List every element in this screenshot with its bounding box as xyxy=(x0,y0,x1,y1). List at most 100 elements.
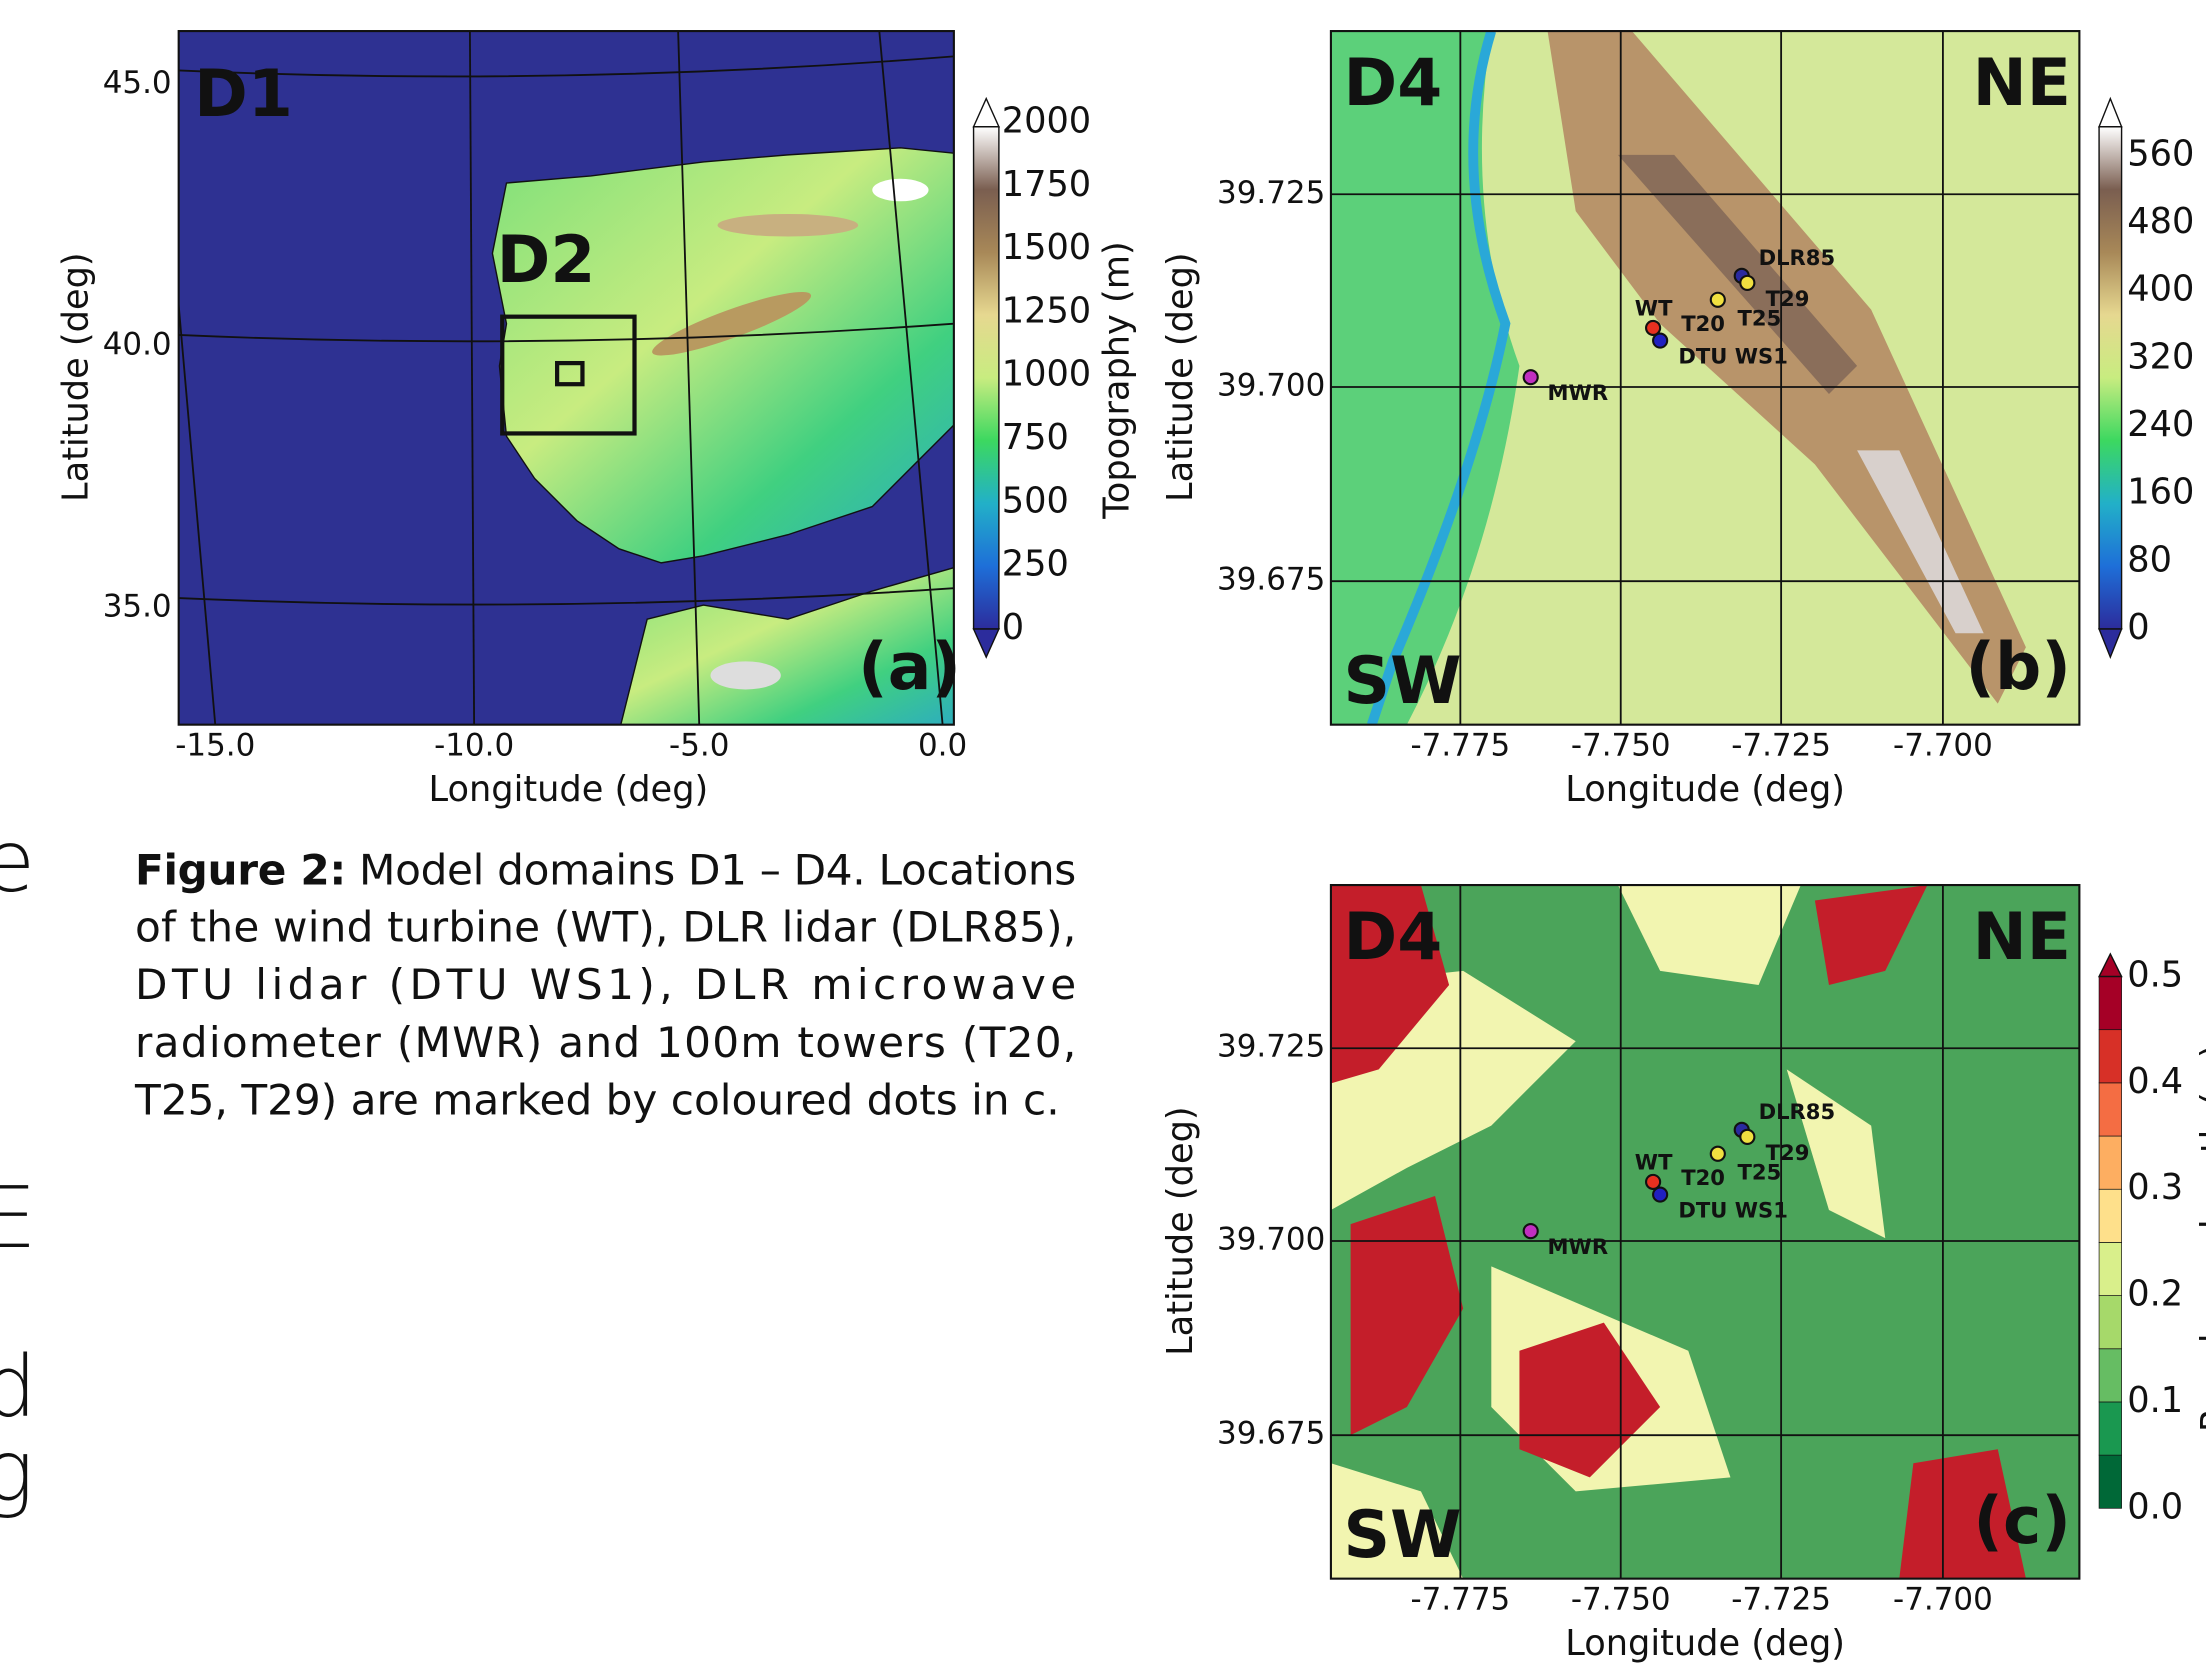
station-label: T25 xyxy=(1738,305,1782,330)
station-label: MWR xyxy=(1548,380,1609,405)
colorbar-b xyxy=(2099,99,2122,658)
caption-line: radiometer (MWR) and 100m towers (T20, xyxy=(135,1018,1076,1067)
caption-line: T25, T29) are marked by coloured dots in… xyxy=(134,1076,1060,1125)
colorbar-tick-label: 500 xyxy=(1002,480,1069,521)
y-tick-label: 39.725 xyxy=(1217,175,1325,211)
margin-fragment: g xyxy=(0,1422,34,1520)
domain-label: D2 xyxy=(497,223,596,298)
colorbar-tick-label: 250 xyxy=(1002,544,1069,585)
y-tick-label: 35.0 xyxy=(103,588,172,624)
x-tick-label: -15.0 xyxy=(175,728,255,764)
colorbar-tick-label: 2000 xyxy=(1002,101,1091,142)
station-label: WT xyxy=(1635,1150,1673,1175)
station-label: DTU WS1 xyxy=(1678,343,1788,368)
caption-text: Model domains D1 – D4. Locations xyxy=(346,845,1076,894)
station-label: DTU WS1 xyxy=(1678,1197,1788,1222)
x-tick-label: 0.0 xyxy=(918,728,967,764)
y-axis-label: Latitude (deg) xyxy=(1160,252,1201,502)
colorbar-c xyxy=(2099,954,2122,1508)
station-label: T20 xyxy=(1681,311,1725,336)
x-tick-label: -7.700 xyxy=(1893,728,1993,764)
x-tick-label: -10.0 xyxy=(434,728,514,764)
colorbar-tick-label: 0 xyxy=(1002,607,1024,648)
colorbar-tick-label: 80 xyxy=(2127,539,2172,580)
colorbar-tick-label: 0.0 xyxy=(2127,1486,2183,1527)
y-tick-label: 39.700 xyxy=(1217,1221,1325,1257)
colorbar-segment xyxy=(2099,1455,2122,1508)
colorbar-tick-label: 0.3 xyxy=(2127,1167,2183,1208)
margin-fragment: e xyxy=(0,813,35,911)
corner-label: SW xyxy=(1344,644,1462,719)
colorbar-label: Roughness length (m) xyxy=(2194,1044,2206,1432)
station-dot xyxy=(1711,293,1725,307)
colorbar-tick-label: 0 xyxy=(2127,607,2149,648)
y-tick-label: 39.675 xyxy=(1217,1416,1325,1452)
colorbar-tick-label: 320 xyxy=(2127,336,2194,377)
domain-label: D4 xyxy=(1344,46,1443,121)
colorbar-tick-label: 0.1 xyxy=(2127,1380,2183,1421)
colorbar-segment xyxy=(2099,1189,2122,1242)
x-tick-label: -7.700 xyxy=(1893,1582,1993,1618)
domain-label: D4 xyxy=(1344,900,1443,975)
colorbar-tick-label: 240 xyxy=(2127,404,2194,445)
colorbar-tick-label: 0.4 xyxy=(2127,1061,2183,1102)
colorbar-segment xyxy=(2099,1242,2122,1295)
panel-label: (b) xyxy=(1965,630,2070,705)
colorbar-tick-label: 1250 xyxy=(1002,290,1091,331)
panel-label: (a) xyxy=(858,630,961,705)
y-tick-label: 39.675 xyxy=(1217,562,1325,598)
colorbar-segment xyxy=(2099,1402,2122,1455)
y-tick-label: 39.725 xyxy=(1217,1029,1325,1065)
colorbar-tick-label: 1750 xyxy=(1002,164,1091,205)
x-tick-label: -7.775 xyxy=(1410,728,1510,764)
x-axis-label: Longitude (deg) xyxy=(1565,769,1845,810)
y-tick-label: 39.700 xyxy=(1217,368,1325,404)
colorbar-tick-label: 1000 xyxy=(1002,354,1091,395)
y-tick-label: 45.0 xyxy=(103,65,172,101)
station-label: WT xyxy=(1635,296,1673,321)
map-c xyxy=(1331,885,2079,1579)
map-b xyxy=(1331,31,2079,725)
colorbar-segment xyxy=(2099,1296,2122,1349)
station-dot xyxy=(1740,276,1754,290)
caption-label: Figure 2: xyxy=(135,845,346,894)
colorbar-tick-label: 480 xyxy=(2127,201,2194,242)
station-dot xyxy=(1524,370,1538,384)
colorbar-segment xyxy=(2099,1136,2122,1189)
x-tick-label: -7.725 xyxy=(1731,728,1831,764)
colorbar-segment xyxy=(2099,1349,2122,1402)
margin-fragment: d xyxy=(0,1338,37,1436)
panel-label: (c) xyxy=(1973,1484,2071,1559)
station-dot xyxy=(1524,1224,1538,1238)
corner-label: NE xyxy=(1973,46,2071,121)
caption-line: of the wind turbine (WT), DLR lidar (DLR… xyxy=(135,903,1076,952)
x-tick-label: -7.750 xyxy=(1571,1582,1671,1618)
map-a xyxy=(155,31,971,732)
colorbar-tick-label: 400 xyxy=(2127,269,2194,310)
colorbar-tick-label: 0.2 xyxy=(2127,1274,2183,1315)
colorbar-tick-label: 1500 xyxy=(1002,227,1091,268)
colorbar-segment xyxy=(2099,1030,2122,1083)
x-tick-label: -7.775 xyxy=(1410,1582,1510,1618)
station-label: T25 xyxy=(1738,1159,1782,1184)
figure: Figure 2: Model domains D1 – D4. Locatio… xyxy=(0,0,2206,1666)
station-dot xyxy=(1653,1188,1667,1202)
caption-line: Figure 2: Model domains D1 – D4. Locatio… xyxy=(135,845,1076,894)
x-tick-label: -5.0 xyxy=(669,728,729,764)
station-label: T20 xyxy=(1681,1165,1725,1190)
colorbar-tick-label: 0.5 xyxy=(2127,955,2183,996)
x-tick-label: -7.750 xyxy=(1571,728,1671,764)
station-dot xyxy=(1740,1130,1754,1144)
station-label: MWR xyxy=(1548,1234,1609,1259)
x-tick-label: -7.725 xyxy=(1731,1582,1831,1618)
caption-line: DTU lidar (DTU WS1), DLR microwave xyxy=(135,960,1076,1009)
colorbar-extension xyxy=(2099,954,2122,977)
colorbar-segment xyxy=(2099,1083,2122,1136)
colorbar-tick-label: 560 xyxy=(2127,133,2194,174)
station-dot xyxy=(1653,334,1667,348)
y-tick-label: 40.0 xyxy=(103,327,172,363)
x-axis-label: Longitude (deg) xyxy=(429,769,709,810)
colorbar-tick-label: 160 xyxy=(2127,472,2194,513)
margin-fragment: E xyxy=(0,1169,36,1267)
colorbar-tick-label: 750 xyxy=(1002,417,1069,458)
